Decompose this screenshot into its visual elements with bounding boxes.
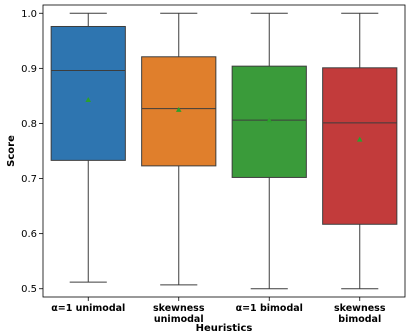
x-tick-label: α=1 bimodal <box>236 303 303 314</box>
mean-marker <box>85 96 92 103</box>
x-tick-label: unimodal <box>154 314 204 325</box>
y-axis: 0.5 0.6 0.7 0.8 0.9 1.0 <box>21 9 43 295</box>
x-tick-label: skewness <box>153 303 205 314</box>
y-tick-label: 0.8 <box>21 119 37 130</box>
box-4 <box>322 12 398 290</box>
y-tick-label: 0.6 <box>21 229 37 240</box>
mean-marker <box>266 117 273 123</box>
plot-frame <box>42 4 406 298</box>
box-2 <box>141 12 217 286</box>
x-tick-label: skewness <box>334 303 386 314</box>
iqr-box <box>322 67 398 225</box>
y-tick-label: 0.9 <box>21 64 37 75</box>
y-axis-title: Score <box>6 135 17 167</box>
y-tick-label: 1.0 <box>21 9 37 20</box>
x-tick-label: α=1 unimodal <box>51 303 125 314</box>
mean-marker <box>356 136 363 142</box>
x-axis-title: Heuristics <box>196 323 253 334</box>
box-series <box>50 12 398 290</box>
y-tick-label: 0.7 <box>21 174 37 185</box>
mean-marker <box>175 106 182 112</box>
box-3 <box>231 12 307 290</box>
iqr-box <box>50 25 126 161</box>
box-1 <box>50 12 126 283</box>
x-tick-label: bimodal <box>338 314 381 325</box>
y-tick-label: 0.5 <box>21 284 37 295</box>
